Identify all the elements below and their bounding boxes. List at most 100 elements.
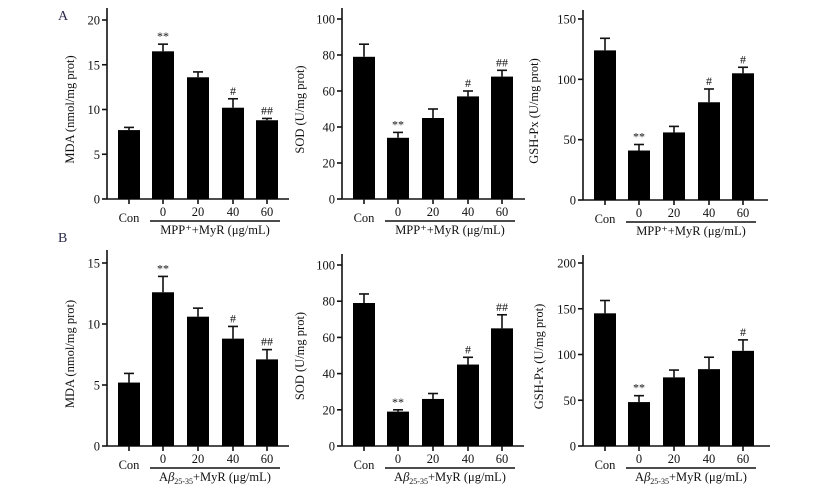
bar-Con — [118, 382, 140, 446]
y-tick-label: 100 — [316, 259, 335, 273]
significance-marker: ** — [157, 29, 169, 43]
y-tick-label: 20 — [323, 157, 336, 171]
group-label: MPP⁺+MyR (μg/mL) — [636, 224, 746, 238]
significance-marker: ## — [261, 335, 273, 349]
y-tick-label: 10 — [88, 318, 101, 332]
x-tick-label: 20 — [427, 205, 440, 219]
bar-40 — [698, 369, 720, 446]
significance-marker: ** — [392, 117, 404, 131]
chart-panel-b-2: 0 20 40 60 80 100 SOD (U/mg prot) Con 0 ** 20 40 #60… — [293, 254, 524, 486]
group-label: Aβ25-35+MyR (μg/mL) — [635, 470, 747, 486]
x-tick-label: 40 — [462, 205, 475, 219]
x-tick-label: 40 — [703, 452, 716, 466]
y-axis-title: MDA (nmol/mg prot) — [63, 55, 77, 163]
bar-40 — [457, 96, 479, 199]
x-tick-label: 60 — [261, 452, 274, 466]
y-tick-label: 80 — [323, 49, 336, 63]
y-tick-label: 15 — [88, 257, 101, 271]
x-tick-label: 40 — [703, 206, 716, 220]
x-tick-label: 40 — [227, 205, 240, 219]
x-tick-label: 20 — [192, 452, 205, 466]
bar-60 — [732, 350, 754, 446]
group-label: Aβ25-35+MyR (μg/mL) — [159, 470, 271, 486]
significance-marker: # — [706, 74, 712, 88]
bar-60 — [256, 359, 278, 446]
x-tick-label: 60 — [496, 205, 509, 219]
y-tick-label: 60 — [323, 85, 336, 99]
bar-Con — [594, 50, 616, 200]
significance-marker: # — [230, 311, 236, 325]
y-tick-label: 60 — [323, 331, 336, 345]
chart-panel-a-2: 0 20 40 60 80 100 SOD (U/mg prot) Con 0 ** 20 40 #60… — [293, 8, 525, 237]
group-label: MPP⁺+MyR (μg/mL) — [160, 223, 270, 237]
y-tick-label: 50 — [564, 394, 577, 408]
x-tick-label: 0 — [395, 452, 401, 466]
bar-40 — [698, 102, 720, 200]
bar-0 — [152, 51, 174, 200]
bar-60 — [491, 328, 513, 446]
bar-40 — [222, 107, 244, 199]
significance-marker: ** — [633, 381, 645, 395]
y-axis-title: SOD (U/mg prot) — [293, 65, 307, 153]
bar-0 — [152, 292, 174, 446]
y-tick-label: 100 — [557, 348, 576, 362]
chart-panel-a-1: 0 5 10 15 20 MDA (nmol/mg prot) Con 0 ** 20 40 #60 #… — [63, 8, 289, 237]
bar-60 — [491, 76, 513, 199]
x-tick-label: Con — [119, 211, 141, 225]
x-tick-label: 20 — [668, 206, 681, 220]
x-tick-label: Con — [354, 211, 376, 225]
significance-marker: ## — [261, 103, 273, 117]
y-axis-title: GSH-Px (U/mg prot) — [532, 304, 546, 410]
y-tick-label: 100 — [557, 73, 576, 87]
y-tick-label: 40 — [323, 367, 336, 381]
bar-Con — [353, 56, 375, 199]
x-tick-label: 20 — [668, 452, 681, 466]
significance-marker: # — [740, 52, 746, 66]
y-tick-label: 100 — [316, 13, 335, 27]
significance-marker: # — [740, 325, 746, 339]
significance-marker: ** — [392, 395, 404, 409]
significance-marker: ** — [157, 261, 169, 275]
chart-panel-a-3: 0 50 100 150 GSH-Px (U/mg prot) Con 0 ** 20 40 #60… — [527, 10, 768, 238]
row-label-b: B — [58, 231, 67, 246]
x-tick-label: 0 — [160, 452, 166, 466]
y-axis-title: GSH-Px (U/mg prot) — [527, 58, 541, 164]
x-tick-label: 60 — [737, 452, 750, 466]
x-tick-label: 0 — [636, 206, 642, 220]
y-tick-label: 5 — [94, 148, 100, 162]
y-tick-label: 80 — [323, 295, 336, 309]
y-tick-label: 5 — [94, 379, 100, 393]
bar-20 — [663, 132, 685, 200]
y-tick-label: 50 — [564, 133, 577, 147]
bar-60 — [256, 120, 278, 199]
x-tick-label: Con — [595, 212, 617, 226]
x-tick-label: 40 — [462, 452, 475, 466]
significance-marker: ## — [496, 300, 508, 314]
y-tick-label: 0 — [329, 440, 335, 454]
x-tick-label: Con — [119, 458, 141, 472]
bar-20 — [422, 398, 444, 446]
y-tick-label: 0 — [94, 193, 100, 207]
group-label: Aβ25-35+MyR (μg/mL) — [394, 470, 506, 486]
y-axis-title: SOD (U/mg prot) — [293, 312, 307, 400]
y-tick-label: 0 — [570, 194, 576, 208]
bar-0 — [628, 150, 650, 200]
bar-0 — [387, 411, 409, 446]
significance-marker: # — [465, 76, 471, 90]
x-tick-label: Con — [354, 458, 376, 472]
bar-20 — [187, 316, 209, 446]
x-tick-label: 60 — [261, 205, 274, 219]
bar-Con — [353, 303, 375, 446]
row-label-a: A — [58, 9, 69, 24]
x-tick-label: 0 — [160, 205, 166, 219]
bar-Con — [594, 313, 616, 446]
y-tick-label: 150 — [557, 13, 576, 27]
chart-panel-b-3: 0 50 100 150 200 GSH-Px (U/mg prot) Con 0 ** 20 40… — [532, 255, 770, 486]
bar-Con — [118, 130, 140, 199]
bar-0 — [628, 402, 650, 446]
bar-20 — [663, 377, 685, 446]
x-tick-label: 0 — [395, 205, 401, 219]
y-axis-title: MDA (nmol/mg prot) — [63, 300, 77, 408]
y-tick-label: 15 — [88, 58, 101, 72]
x-tick-label: 0 — [636, 452, 642, 466]
